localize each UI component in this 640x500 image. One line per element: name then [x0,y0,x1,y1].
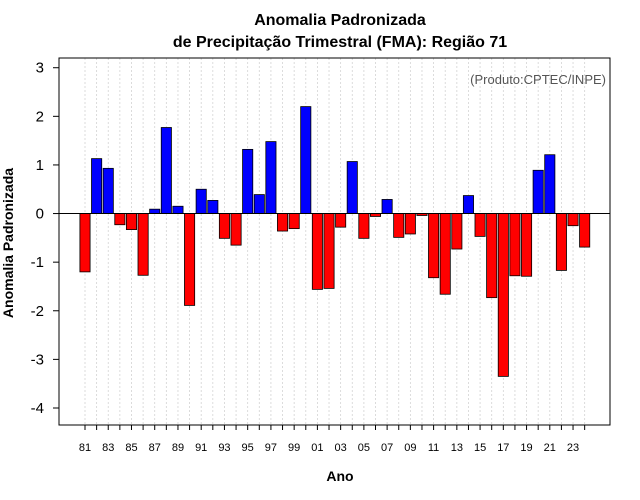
x-tick-label: 83 [102,442,114,454]
plot-frame [58,57,611,426]
bar-2001 [311,213,323,290]
bar-2002 [323,213,335,289]
bar-1983 [102,167,114,214]
y-axis-label: Anomalia Padronizada [0,168,16,318]
x-tick-label: 23 [567,442,579,454]
bar-2020 [532,169,544,214]
bar-1985 [125,213,137,230]
bar-2014 [462,195,474,214]
bar-2005 [358,213,370,239]
x-tick-label: 91 [195,442,207,454]
x-tick-label: 05 [358,442,370,454]
x-tick-label: 87 [149,442,161,454]
bar-2011 [428,213,440,279]
bar-2015 [474,213,486,237]
x-axis-label: Ano [326,468,353,484]
y-tick-label: 0 [36,206,44,223]
x-tick-label: 81 [79,442,91,454]
x-tick-label: 93 [218,442,230,454]
x-tick-label: 89 [172,442,184,454]
bar-1999 [288,213,300,230]
bar-2023 [567,213,579,227]
bars [79,106,591,377]
x-tick-label: 15 [474,442,486,454]
y-tick-label: 2 [36,108,44,125]
credit-label: (Produto:CPTEC/INPE) [470,72,606,87]
bar-1981 [79,213,91,273]
chart-title: Anomalia Padronizada [254,12,426,29]
chart-subtitle: de Precipitação Trimestral (FMA): Região… [173,34,507,51]
x-tick-label: 01 [311,442,323,454]
bar-2024 [579,213,591,248]
x-tick-label: 17 [497,442,509,454]
bar-1994 [230,213,242,246]
bar-1995 [242,148,254,214]
bar-2022 [555,213,567,271]
y-tick-label: -2 [31,303,44,320]
y-tick-label: 1 [36,157,44,174]
bar-2004 [346,161,358,214]
y-axis: -4 -3 -2 -1 0 1 2 3 [31,60,59,417]
bar-2017 [497,213,509,377]
bar-1984 [114,213,126,226]
x-tick-label: 21 [544,442,556,454]
bar-2021 [544,154,556,214]
x-tick-label: 11 [428,442,439,454]
bar-2019 [521,213,533,277]
bar-2007 [381,199,393,214]
bar-2000 [300,106,312,214]
y-tick-label: -3 [31,351,44,368]
x-tick-label: 85 [125,442,137,454]
bar-1993 [218,213,230,239]
bar-1989 [172,205,184,214]
y-tick-label: -1 [31,254,44,271]
bar-1982 [91,158,103,214]
x-tick-label: 07 [381,442,393,454]
bar-1990 [184,213,196,306]
bar-2012 [439,213,451,295]
bar-2003 [335,213,347,228]
x-tick-label: 97 [265,442,277,454]
x-tick-label: 95 [242,442,254,454]
bar-2008 [393,213,405,238]
y-tick-label: -4 [31,400,44,417]
bar-1996 [253,194,265,214]
bar-1992 [207,200,219,214]
bar-2009 [404,213,416,235]
bar-1997 [265,141,277,214]
bar-1986 [137,213,149,276]
bar-1998 [277,213,289,232]
bar-1991 [195,188,207,214]
bar-2018 [509,213,521,277]
x-axis: 81 83 85 87 89 91 93 95 97 99 01 03 05 07 09 11 13 15 17 19… [79,425,586,454]
bar-1987 [149,208,161,214]
y-tick-label: 3 [36,60,44,77]
x-tick-label: 03 [335,442,347,454]
x-tick-label: 09 [404,442,416,454]
bar-1988 [160,127,172,214]
x-tick-label: 13 [451,442,463,454]
bar-2016 [486,213,498,299]
x-tick-label: 99 [288,442,300,454]
x-tick-label: 19 [520,442,532,454]
bar-2013 [451,213,463,250]
